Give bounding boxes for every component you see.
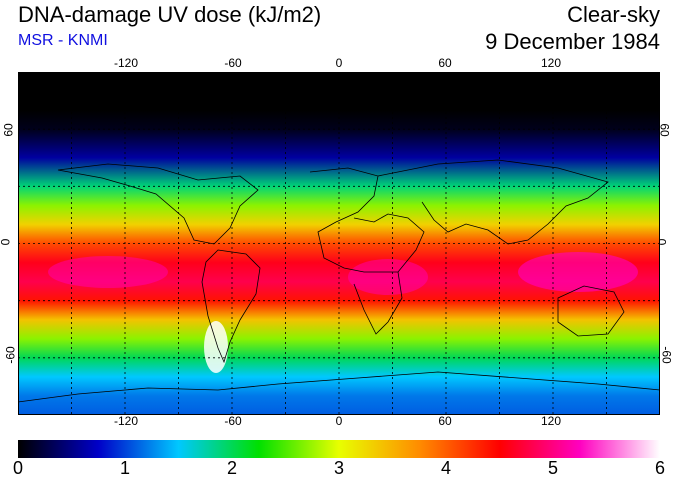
colorbar: [18, 440, 660, 458]
colorbar-label: 4: [440, 458, 452, 478]
andes-high-dose: [204, 321, 228, 373]
colorbar-strip: [18, 440, 660, 458]
indonesia-high-dose: [518, 252, 638, 292]
colorbar-label: 6: [654, 458, 666, 478]
south-america-coast: [201, 249, 261, 364]
lat-tick-left: 0: [0, 239, 12, 246]
lon-tick-bottom: 60: [438, 414, 452, 428]
map-date: 9 December 1984: [485, 29, 660, 54]
colorbar-label: 1: [119, 458, 131, 478]
europe-africa-coast: [309, 167, 425, 273]
lat-tick-left: 60: [1, 123, 16, 137]
africa-high-dose: [348, 259, 428, 295]
lon-tick-top: 0: [335, 56, 343, 70]
lat-tick-right: -60: [659, 346, 674, 364]
lon-tick-top: 60: [438, 56, 452, 70]
lon-tick-bottom: 120: [540, 414, 562, 428]
africa-south-coast: [353, 271, 403, 335]
colorbar-label: 2: [226, 458, 238, 478]
sky-condition: Clear-sky: [567, 2, 660, 27]
australia-coast: [557, 285, 625, 337]
north-america-coast: [57, 163, 259, 245]
lon-tick-top: 120: [540, 56, 562, 70]
lon-tick-bottom: -60: [224, 414, 242, 428]
colorbar-label: 3: [333, 458, 345, 478]
pacific-high-dose: [48, 256, 168, 288]
asia-coast: [377, 159, 609, 245]
map-gridlines: [18, 72, 660, 415]
map-title: DNA-damage UV dose (kJ/m2): [18, 2, 322, 27]
lat-tick-left: -60: [3, 346, 18, 364]
coastlines: [18, 159, 660, 403]
map-frame: [18, 72, 660, 415]
lon-tick-bottom: -120: [113, 414, 139, 428]
lon-tick-bottom: 0: [335, 414, 343, 428]
lon-tick-top: -120: [113, 56, 139, 70]
source-label: MSR - KNMI: [18, 32, 108, 49]
lon-tick-top: -60: [224, 56, 242, 70]
colorbar-label: 5: [547, 458, 559, 478]
antarctica-coast: [18, 371, 660, 403]
uv-dose-map: [18, 72, 660, 415]
colorbar-label: 0: [12, 458, 24, 478]
